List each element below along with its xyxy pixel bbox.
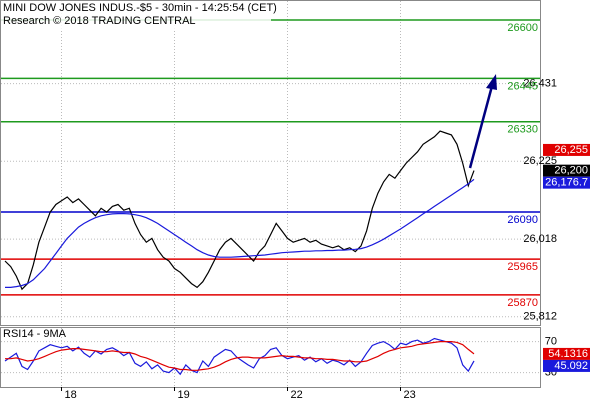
level-label: 25965 xyxy=(507,261,538,273)
price-tag xyxy=(543,359,590,372)
forecast-arrow xyxy=(468,85,494,169)
price-tag-label: 26,255 xyxy=(554,144,588,156)
price-tag xyxy=(543,176,590,189)
y-tick-label: 25,812 xyxy=(523,311,557,323)
y-tick-label: 70 xyxy=(545,336,557,348)
chart-subtitle: Research © 2018 TRADING CENTRAL xyxy=(3,15,196,27)
x-tick-label: 22 xyxy=(291,389,303,400)
price-tag xyxy=(543,143,590,156)
arrowhead xyxy=(486,74,497,90)
level-label: 25870 xyxy=(507,297,538,309)
y-tick-label: 26,431 xyxy=(523,78,557,90)
series-line xyxy=(5,178,475,288)
series-line xyxy=(4,130,475,291)
price-tag-label: 45.092 xyxy=(554,360,588,372)
price-tag xyxy=(543,347,590,360)
x-tick-label: 18 xyxy=(65,389,77,400)
y-tick-label: 26,225 xyxy=(523,155,557,167)
series-line xyxy=(4,337,475,376)
level-label: 26090 xyxy=(507,214,538,226)
x-tick-label: 23 xyxy=(404,389,416,400)
title-backdrop xyxy=(1,1,271,29)
rsi-title: RSI14 - 9MA xyxy=(3,328,67,340)
level-label: 26600 xyxy=(507,22,538,34)
level-label: 26330 xyxy=(507,124,538,136)
price-tag-label: 54.1316 xyxy=(548,348,588,360)
chart-title: MINI DOW JONES INDUS.-$5 - 30min - 14:25… xyxy=(3,2,277,14)
level-label: 26445 xyxy=(507,80,538,92)
price-tag-label: 26,200 xyxy=(554,165,588,177)
price-tag xyxy=(543,164,590,177)
rsi-panel xyxy=(0,327,541,388)
x-tick-label: 19 xyxy=(178,389,190,400)
series-line xyxy=(5,341,475,371)
price-tag-label: 26,176.7 xyxy=(545,177,588,189)
price-panel xyxy=(0,0,541,326)
y-tick-label: 26,018 xyxy=(523,233,557,245)
